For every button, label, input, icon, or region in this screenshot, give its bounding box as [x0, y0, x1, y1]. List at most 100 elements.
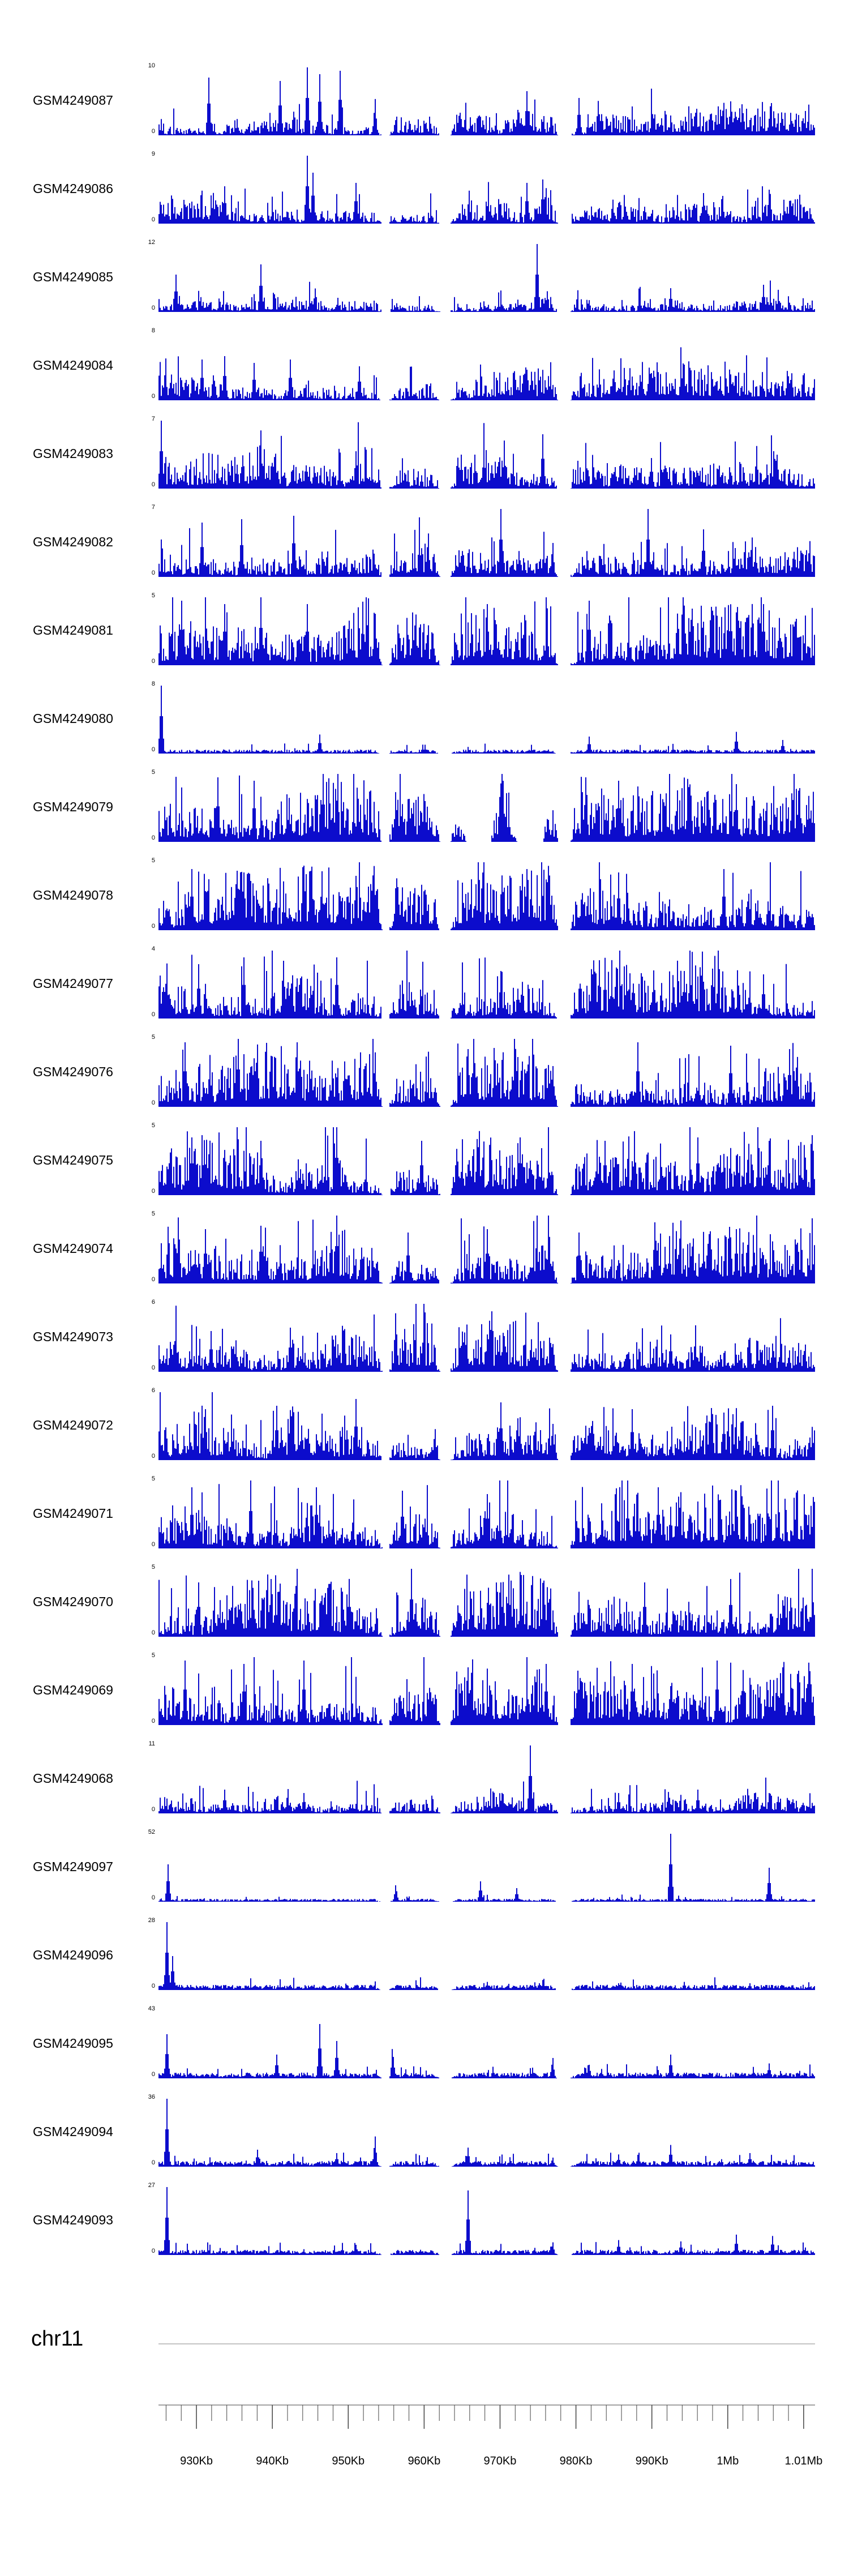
track-row: GSM4249096 28 0	[0, 1911, 849, 2000]
track-ymax-label: 5	[151, 769, 155, 776]
signal-path	[158, 1304, 815, 1372]
track-label: GSM4249083	[33, 446, 113, 461]
track-label: GSM4249086	[33, 181, 113, 196]
track-zero-label: 0	[151, 923, 155, 930]
track-ymax-label: 27	[148, 2182, 155, 2189]
track-zero-label: 0	[151, 2159, 155, 2166]
track-ymax-label: 12	[148, 239, 155, 246]
track-label: GSM4249097	[33, 1859, 113, 1874]
track-zero-label: 0	[151, 1276, 155, 1283]
track-ymax-label: 43	[148, 2005, 155, 2012]
track-ymax-label: 10	[148, 62, 155, 69]
track-zero-label: 0	[151, 2248, 155, 2254]
track-row: GSM4249083 7 0	[0, 410, 849, 498]
track-row: GSM4249075 5 0	[0, 1116, 849, 1205]
signal-path	[158, 1127, 815, 1195]
track-row: GSM4249080 8 0	[0, 675, 849, 763]
signal-path	[158, 1657, 815, 1725]
track-signal-plot	[158, 156, 815, 224]
signal-path	[158, 1039, 815, 1107]
signal-path	[158, 67, 815, 135]
track-row: GSM4249072 6 0	[0, 1381, 849, 1470]
coordinate-tick-label: 950Kb	[332, 2455, 365, 2467]
coordinate-tick-label: 980Kb	[560, 2455, 593, 2467]
track-ymax-label: 7	[151, 416, 155, 422]
track-row: GSM4249077 4 0	[0, 940, 849, 1028]
track-zero-label: 0	[151, 1541, 155, 1548]
track-label: GSM4249087	[33, 93, 113, 108]
track-row: GSM4249093 27 0	[0, 2176, 849, 2265]
track-label: GSM4249094	[33, 2124, 113, 2139]
track-zero-label: 0	[151, 393, 155, 400]
track-signal-plot	[158, 1127, 815, 1195]
signal-path	[158, 862, 815, 930]
track-label: GSM4249082	[33, 534, 113, 549]
track-zero-label: 0	[151, 2071, 155, 2078]
chromosome-label: chr11	[31, 2327, 84, 2351]
track-zero-label: 0	[151, 481, 155, 488]
track-ymax-label: 5	[151, 1210, 155, 1217]
track-signal-plot	[158, 2024, 815, 2078]
track-row: GSM4249079 5 0	[0, 763, 849, 851]
track-ymax-label: 4	[151, 945, 155, 952]
coordinate-tick-label: 930Kb	[180, 2455, 213, 2467]
track-signal-plot	[158, 1834, 815, 1902]
signal-path	[158, 597, 815, 665]
track-label: GSM4249077	[33, 976, 113, 991]
track-zero-label: 0	[151, 128, 155, 135]
track-row: GSM4249069 5 0	[0, 1646, 849, 1735]
signal-path	[158, 1745, 815, 1813]
track-signal-plot	[158, 1657, 815, 1725]
track-label: GSM4249079	[33, 799, 113, 814]
track-row: GSM4249076 5 0	[0, 1028, 849, 1116]
signal-path	[158, 1834, 815, 1902]
track-ymax-label: 5	[151, 1475, 155, 1482]
track-ymax-label: 6	[151, 1299, 155, 1306]
signal-path	[158, 1392, 815, 1460]
track-signal-plot	[158, 67, 815, 135]
track-row: GSM4249097 52 0	[0, 1823, 849, 1911]
signal-path	[158, 244, 815, 312]
track-label: GSM4249078	[33, 888, 113, 902]
track-signal-plot	[158, 1039, 815, 1107]
signal-path	[158, 951, 815, 1019]
signal-path	[158, 2024, 815, 2078]
track-ymax-label: 36	[148, 2094, 155, 2100]
track-ymax-label: 5	[151, 1034, 155, 1041]
track-row: GSM4249094 36 0	[0, 2088, 849, 2176]
coordinate-tick-label: 1.01Mb	[785, 2455, 823, 2467]
track-zero-label: 0	[151, 1894, 155, 1901]
track-ymax-label: 7	[151, 504, 155, 511]
track-zero-label: 0	[151, 746, 155, 753]
track-signal-plot	[158, 1216, 815, 1283]
signal-path	[158, 2099, 815, 2167]
track-label: GSM4249074	[33, 1241, 113, 1256]
track-zero-label: 0	[151, 1806, 155, 1813]
signal-path	[158, 2187, 815, 2255]
track-ymax-label: 5	[151, 592, 155, 599]
track-signal-plot	[158, 1745, 815, 1813]
track-ymax-label: 9	[151, 151, 155, 157]
track-row: GSM4249073 6 0	[0, 1293, 849, 1381]
track-row: GSM4249084 8 0	[0, 322, 849, 410]
track-row: GSM4249071 5 0	[0, 1470, 849, 1558]
track-label: GSM4249084	[33, 358, 113, 373]
track-label: GSM4249072	[33, 1418, 113, 1432]
track-zero-label: 0	[151, 1629, 155, 1636]
track-zero-label: 0	[151, 1718, 155, 1725]
track-label: GSM4249081	[33, 623, 113, 637]
track-zero-label: 0	[151, 305, 155, 311]
track-signal-plot	[158, 951, 815, 1019]
track-ymax-label: 11	[148, 1740, 155, 1747]
track-row: GSM4249074 5 0	[0, 1205, 849, 1293]
signal-path	[158, 1569, 815, 1637]
track-zero-label: 0	[151, 1983, 155, 1989]
track-ymax-label: 52	[148, 1829, 155, 1835]
track-row: GSM4249078 5 0	[0, 851, 849, 940]
track-label: GSM4249071	[33, 1506, 113, 1521]
signal-path	[158, 156, 815, 224]
track-label: GSM4249075	[33, 1153, 113, 1167]
track-signal-plot	[158, 2099, 815, 2167]
track-signal-plot	[158, 1392, 815, 1460]
track-signal-plot	[158, 2187, 815, 2255]
